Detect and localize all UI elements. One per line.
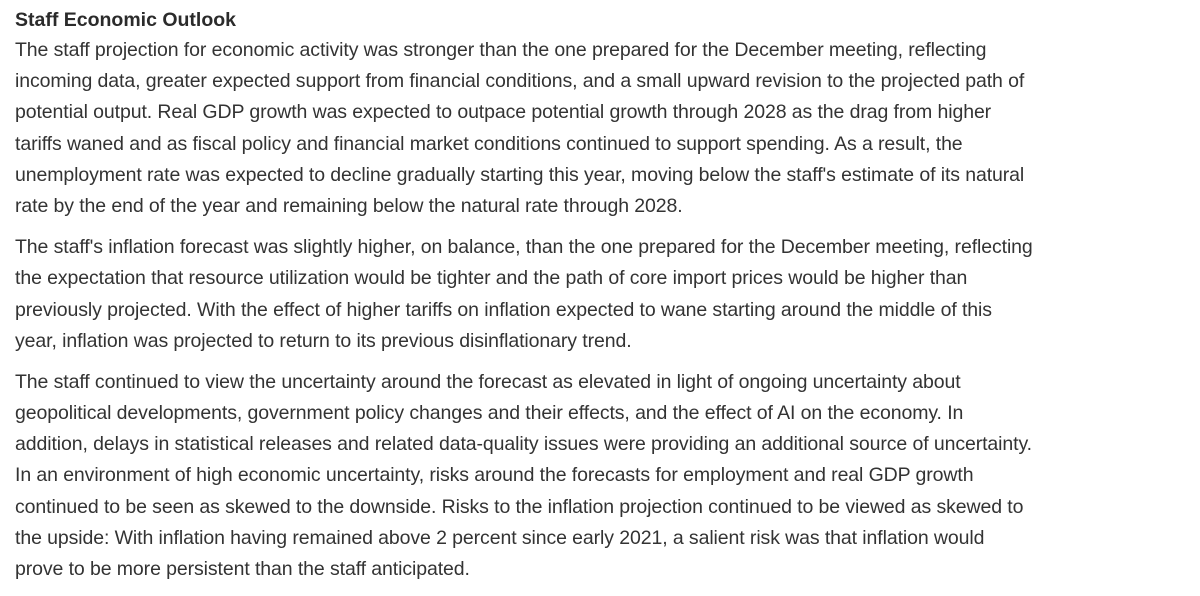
text-line: unemployment rate was expected to declin… (15, 163, 1025, 186)
text-line: In an environment of high economic uncer… (15, 464, 974, 487)
text-line: potential output. Real GDP growth was ex… (15, 101, 992, 124)
text-line: the expectation that resource utilizatio… (15, 267, 968, 290)
paragraph-inflation-forecast: The staff's inflation forecast was sligh… (15, 232, 1195, 357)
text-line: The staff's inflation forecast was sligh… (15, 236, 1033, 259)
text-line: addition, delays in statistical releases… (15, 433, 1032, 456)
text-line: tariffs waned and as fiscal policy and f… (15, 132, 963, 155)
document-body: Staff Economic Outlook The staff project… (15, 5, 1195, 595)
text-line: the upside: With inflation having remain… (15, 526, 985, 549)
text-line: rate by the end of the year and remainin… (15, 194, 683, 217)
text-line: The staff projection for economic activi… (15, 39, 987, 61)
text-line: The staff continued to view the uncertai… (15, 370, 961, 393)
paragraph-uncertainty-risks: The staff continued to view the uncertai… (15, 367, 1195, 585)
text-line: year, inflation was projected to return … (15, 329, 632, 352)
paragraph-economic-activity: The staff projection for economic activi… (15, 35, 1195, 222)
text-line: continued to be seen as skewed to the do… (15, 495, 1024, 518)
text-line: incoming data, greater expected support … (15, 70, 1025, 93)
text-line: previously projected. With the effect of… (15, 298, 992, 321)
text-line: prove to be more persistent than the sta… (15, 558, 470, 580)
section-heading: Staff Economic Outlook (15, 9, 237, 31)
text-line: geopolitical developments, government po… (15, 402, 964, 425)
